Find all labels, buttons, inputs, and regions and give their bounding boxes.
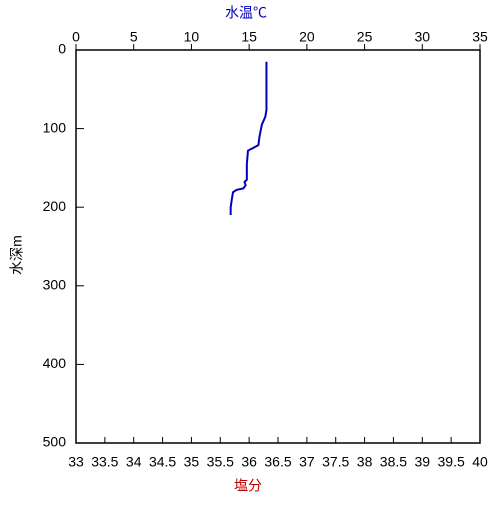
- bottom-tick-label: 34.5: [149, 454, 176, 470]
- bottom-tick-label: 35.5: [207, 454, 234, 470]
- bottom-tick-label: 34: [126, 454, 142, 470]
- bottom-tick-label: 37.5: [322, 454, 349, 470]
- bottom-tick-label: 35: [184, 454, 200, 470]
- bottom-tick-label: 38: [357, 454, 373, 470]
- y-tick-label: 100: [43, 119, 67, 135]
- top-tick-label: 10: [184, 29, 200, 45]
- top-axis-title: 水温℃: [225, 5, 267, 21]
- bottom-tick-label: 39.5: [438, 454, 465, 470]
- y-tick-label: 300: [43, 277, 67, 293]
- y-tick-label: 500: [43, 434, 67, 450]
- bottom-tick-label: 33: [68, 454, 84, 470]
- bottom-tick-label: 38.5: [380, 454, 407, 470]
- y-tick-label: 200: [43, 198, 67, 214]
- bottom-tick-label: 33.5: [91, 454, 118, 470]
- top-tick-label: 35: [472, 29, 488, 45]
- bottom-axis-title: 塩分: [234, 478, 262, 494]
- y-axis-title: 水深m: [9, 235, 25, 275]
- bottom-tick-label: 40: [472, 454, 488, 470]
- top-tick-label: 25: [357, 29, 373, 45]
- top-tick-label: 30: [414, 29, 430, 45]
- bottom-tick-label: 37: [299, 454, 315, 470]
- top-tick-label: 20: [299, 29, 315, 45]
- y-tick-label: 400: [43, 355, 67, 371]
- y-tick-label: 0: [58, 41, 66, 57]
- plot-frame: [75, 49, 481, 444]
- top-tick-label: 15: [241, 29, 257, 45]
- top-tick-label: 5: [130, 29, 138, 45]
- temperature-line: [229, 61, 268, 216]
- top-tick-label: 0: [72, 29, 80, 45]
- bottom-tick-label: 36: [241, 454, 257, 470]
- bottom-tick-label: 36.5: [264, 454, 291, 470]
- bottom-tick-label: 39: [414, 454, 430, 470]
